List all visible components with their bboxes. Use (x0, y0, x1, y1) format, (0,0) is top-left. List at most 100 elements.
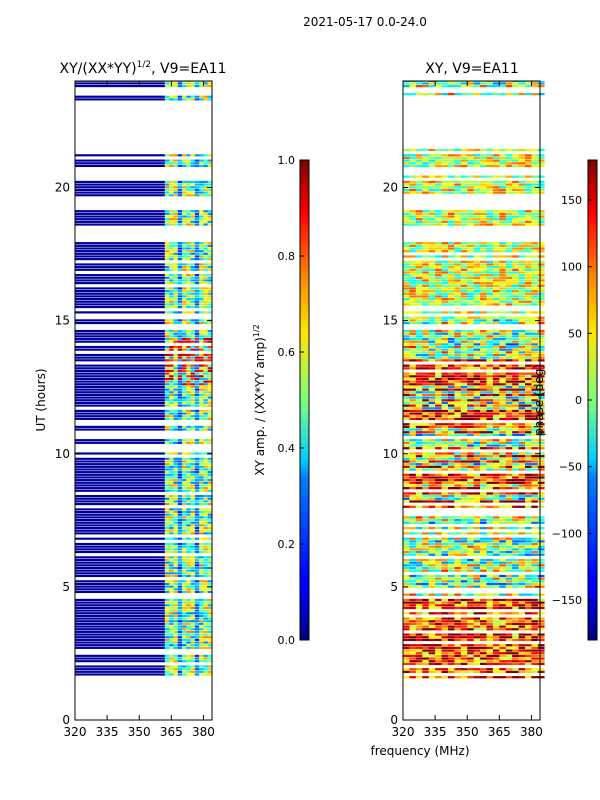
phase-cell (447, 353, 455, 357)
phase-cell (447, 428, 455, 431)
phase-cell (467, 255, 474, 258)
phase-cell (435, 266, 442, 269)
phase-cell (454, 558, 462, 562)
phase-cell (499, 622, 507, 626)
phase-cell (512, 646, 519, 650)
phase-cell (537, 447, 545, 450)
phase-cell (499, 377, 507, 381)
phase-cell (492, 404, 500, 407)
amp-cell (169, 311, 174, 314)
phase-cell (505, 566, 513, 570)
amp-cell (194, 604, 200, 607)
phase-cell (422, 348, 429, 351)
phase-cell (492, 359, 500, 362)
phase-cell (441, 582, 449, 586)
amp-cell (194, 417, 200, 420)
phase-cell (409, 620, 417, 623)
amp-cell (207, 537, 213, 540)
phase-cell (447, 415, 455, 418)
phase-cell (473, 409, 481, 413)
phase-cell (537, 388, 545, 391)
phase-cell (435, 348, 442, 351)
phase-cell (492, 247, 500, 250)
phase-cell (473, 566, 481, 570)
amp-cell (194, 255, 200, 258)
phase-cell (403, 292, 410, 295)
amp-cell (182, 620, 187, 623)
phase-cell (447, 319, 455, 322)
phase-cell (480, 495, 487, 498)
amp-cell (186, 497, 191, 500)
phase-cell (460, 425, 468, 429)
phase-cell (531, 415, 539, 418)
amp-cell (207, 159, 213, 162)
phase-cell (447, 210, 455, 213)
amp-cell (199, 391, 204, 394)
phase-cell (505, 367, 513, 370)
amp-cell (194, 516, 200, 519)
phase-cell (473, 505, 481, 508)
amp-cell (190, 588, 196, 591)
amp-cell (194, 340, 200, 343)
amp-cell (164, 353, 170, 357)
amp-cell (186, 508, 191, 511)
amp-cell (177, 385, 183, 389)
phase-cell (518, 300, 526, 303)
amp-cell (173, 383, 179, 386)
amp-cell (186, 590, 191, 594)
phase-cell (460, 404, 468, 407)
phase-cell (435, 518, 442, 522)
phase-cell (473, 558, 481, 562)
phase-cell (454, 606, 462, 610)
phase-cell (512, 638, 519, 642)
phase-cell (531, 244, 539, 248)
amp-cell (186, 345, 191, 349)
phase-cell (428, 468, 436, 471)
phase-cell (486, 606, 494, 610)
phase-cell (441, 676, 449, 679)
phase-cell (492, 319, 500, 322)
phase-cell (473, 540, 481, 543)
phase-cell (525, 558, 532, 562)
phase-cell (480, 290, 487, 293)
phase-cell (403, 582, 410, 586)
phase-cell (467, 188, 474, 192)
amp-cell (182, 625, 187, 628)
phase-cell (441, 620, 449, 623)
phase-cell (441, 332, 449, 335)
phase-cell (473, 431, 481, 434)
amp-cell (203, 628, 209, 631)
amp-cell (207, 396, 213, 399)
phase-cell (505, 423, 513, 426)
amp-cell (199, 180, 204, 184)
phase-cell (447, 601, 455, 604)
phase-cell (518, 431, 526, 434)
amp-cell (173, 503, 179, 506)
phase-cell (447, 391, 455, 394)
amp-cell (164, 377, 170, 381)
phase-cell (525, 260, 532, 263)
phase-cell (403, 521, 410, 524)
phase-cell (454, 183, 462, 186)
phase-cell (537, 566, 545, 570)
phase-cell (473, 633, 481, 636)
phase-cell (409, 337, 417, 341)
phase-cell (492, 433, 500, 437)
phase-cell (467, 388, 474, 391)
phase-cell (467, 487, 474, 490)
phase-cell (454, 492, 462, 495)
amp-cell (169, 670, 174, 673)
phase-cell (422, 268, 429, 271)
phase-cell (499, 518, 507, 522)
amp-cell (190, 646, 196, 649)
phase-cell (409, 516, 417, 519)
phase-cell (454, 319, 462, 322)
phase-cell (441, 404, 449, 407)
amp-cell (199, 300, 204, 303)
phase-cell (537, 463, 545, 466)
phase-cell (435, 274, 442, 277)
phase-cell (531, 574, 539, 578)
phase-cell (499, 250, 507, 253)
phase-cell (499, 481, 507, 484)
amp-cell (199, 473, 204, 476)
